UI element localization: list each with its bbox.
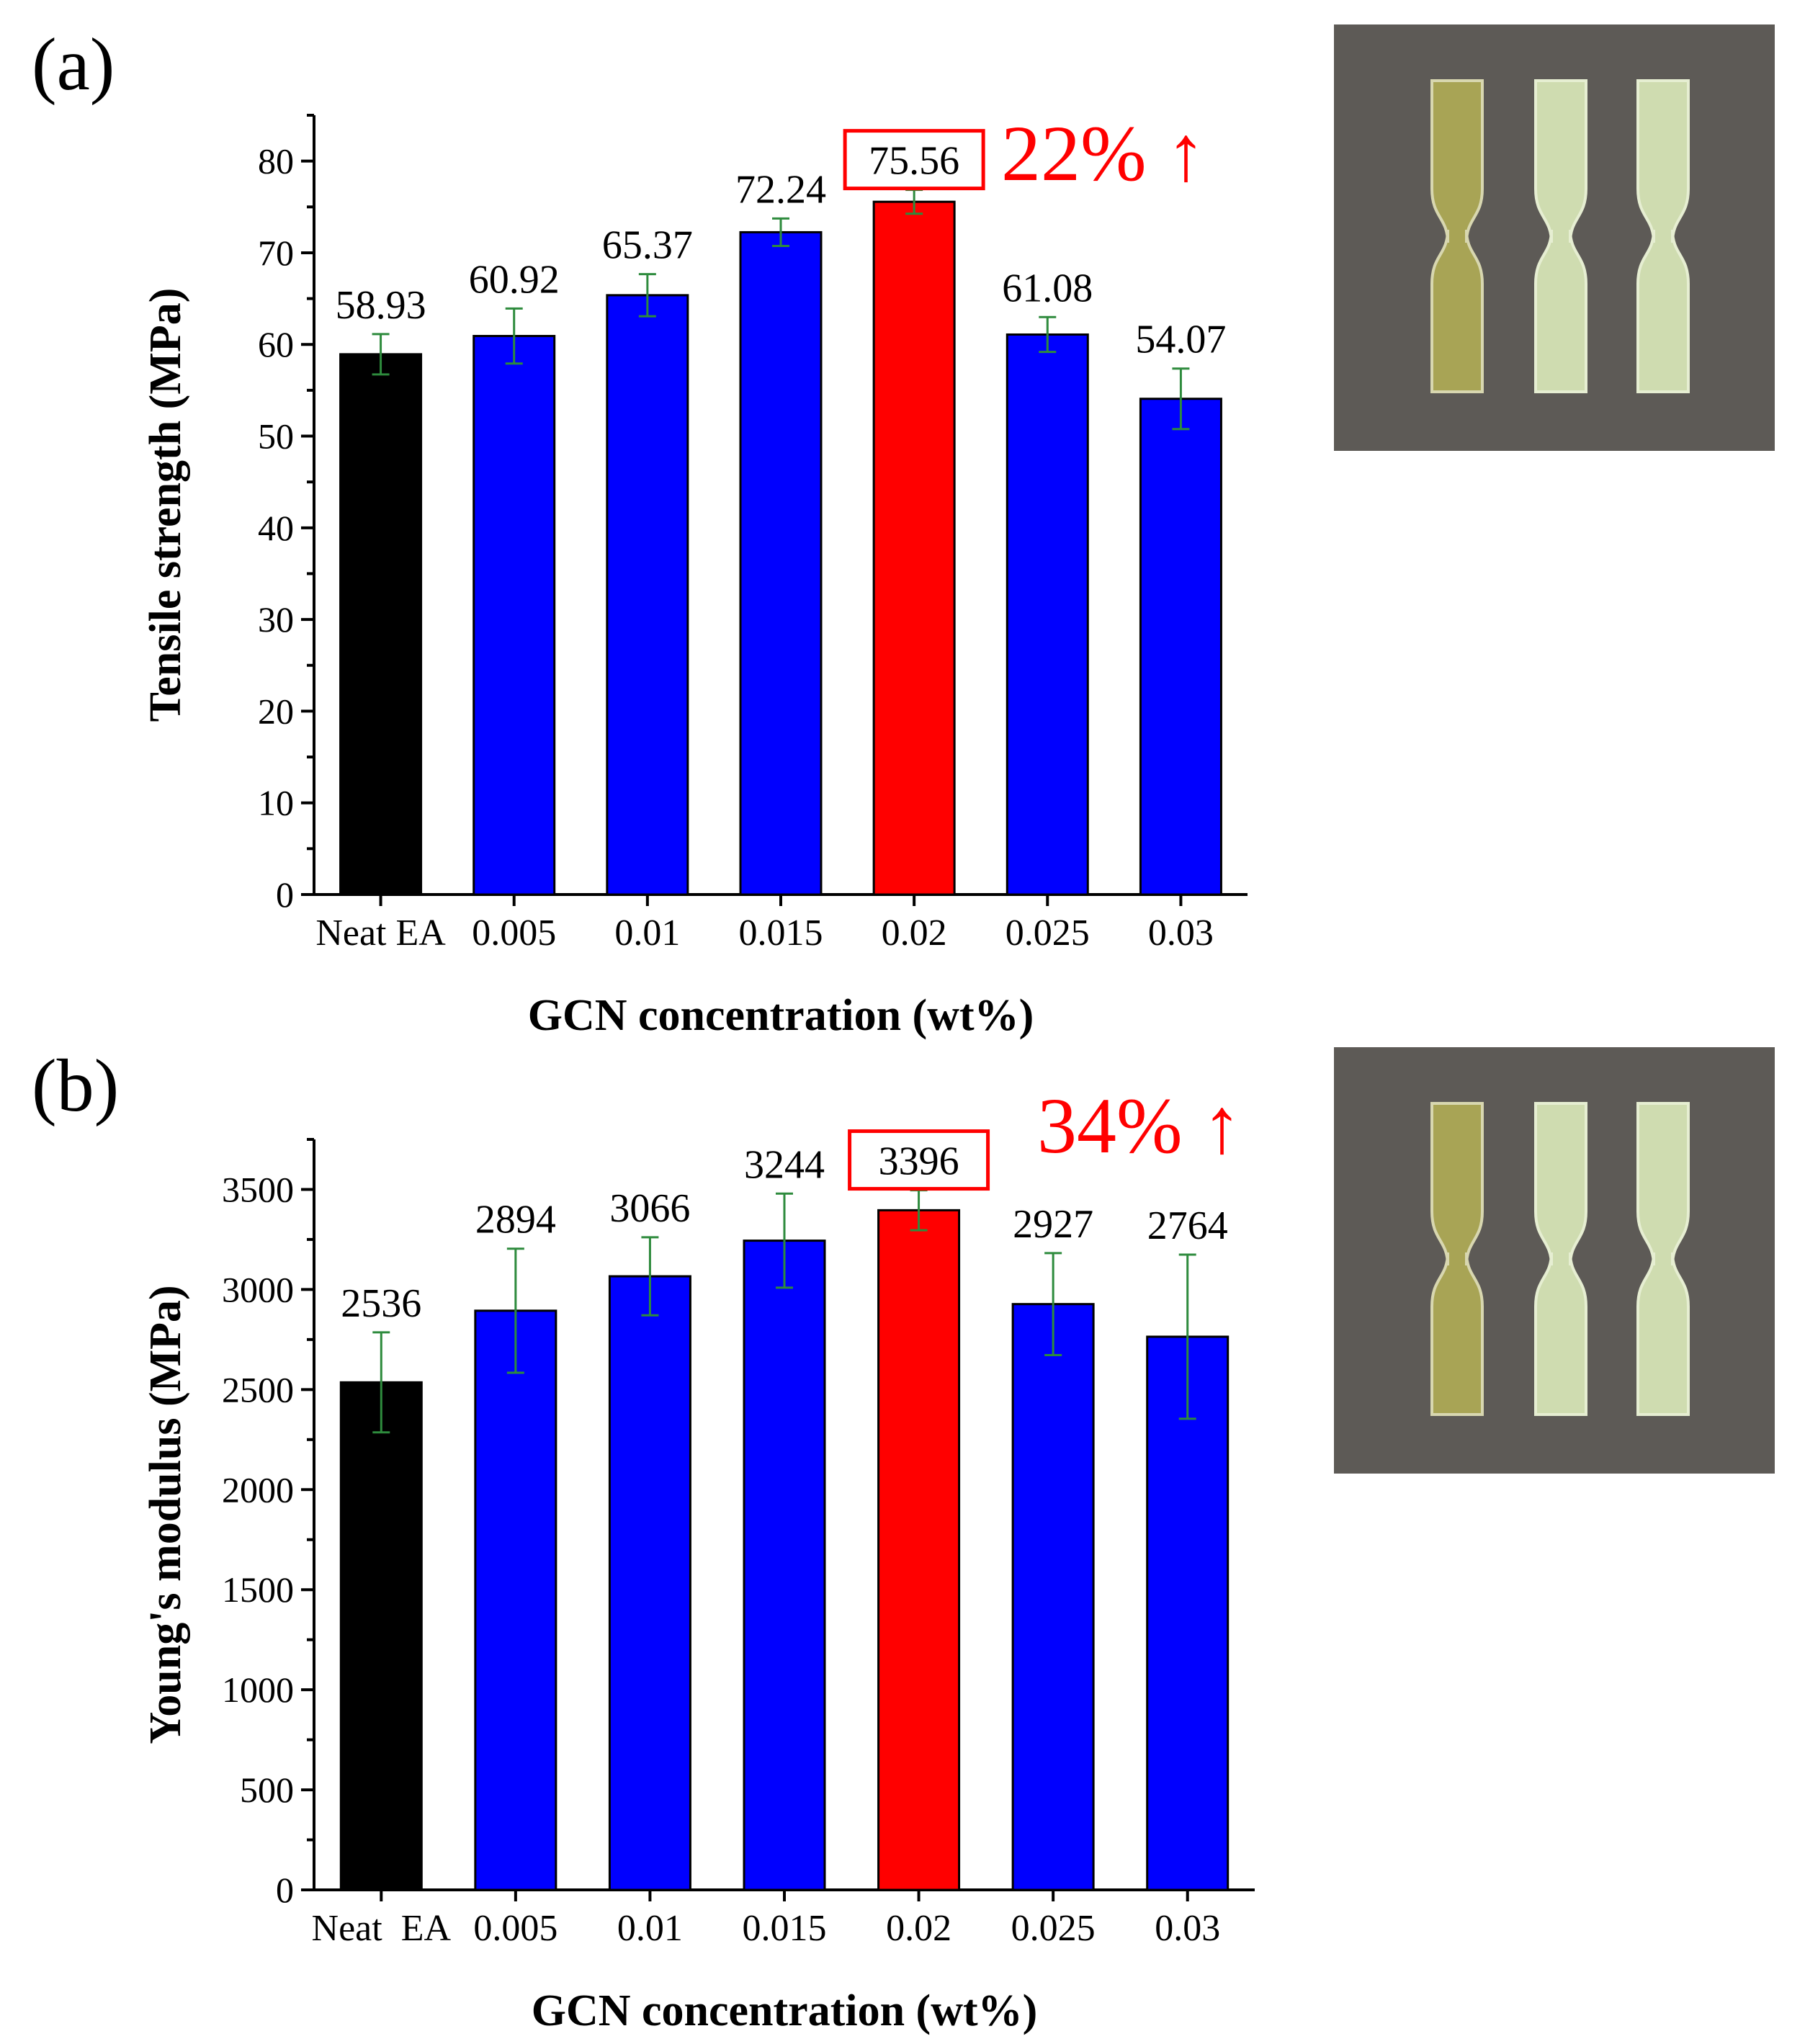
specimen-photo-a [1334,24,1775,451]
x-category-label: 0.02 [886,1908,951,1949]
highlight-box [848,1129,990,1191]
youngs-modulus-chart: 0 500 1000 1500 2000 2500 3000 3500 Neat EA 0.005… [141,1082,1255,2035]
data-label: 54.07 [1135,318,1226,362]
bar [872,200,956,896]
dogbone-specimen-3 [1636,79,1690,393]
x-category-label: 0.02 [882,913,947,954]
data-label: 72.24 [735,167,826,212]
x-axis-title: GCN concentration (wt%) [532,1986,1038,2035]
bar [339,1381,423,1891]
data-label: 3244 [744,1142,825,1187]
dogbone-specimen-2 [1534,79,1587,393]
y-tick-label: 2000 [222,1469,294,1510]
y-axis-title: Tensile strength (MPa) [141,288,190,722]
y-tick-label: 3000 [222,1269,294,1309]
y-tick-label: 10 [258,783,294,823]
x-category-label: 0.025 [1011,1908,1096,1949]
data-label: 65.37 [602,223,693,268]
x-category-label: 0.025 [1005,913,1090,954]
y-tick-label: 20 [258,691,294,731]
improvement-annotation: 22% ↑ [1001,109,1206,197]
bar [1146,1335,1230,1891]
y-tick-label: 30 [258,599,294,640]
tensile-strength-chart: 0 10 20 30 40 50 60 70 80 Neat EA 0.005 0.01 0.015 0.… [141,109,1248,1040]
y-tick-label: 0 [276,1870,294,1910]
bar [472,335,556,896]
dogbone-specimen-1 [1430,79,1484,393]
bar [877,1209,961,1891]
y-tick-label: 40 [258,508,294,548]
dogbone-specimen-3 [1636,1102,1690,1416]
data-label: 2927 [1013,1202,1093,1247]
data-label: 2894 [475,1198,556,1242]
bar [339,353,423,896]
bar [1139,398,1222,896]
y-tick-label: 0 [276,874,294,915]
data-label: 2764 [1147,1203,1228,1248]
y-tick-label: 1500 [222,1569,294,1610]
y-tick-label: 70 [258,233,294,273]
y-tick-label: 3500 [222,1169,294,1209]
highlight-box [843,129,985,191]
x-category-label: 0.005 [472,913,556,954]
bar [739,230,823,896]
x-category-label: 0.01 [614,913,680,954]
specimen-photo-b [1334,1047,1775,1474]
bar [608,1275,691,1891]
bar [743,1240,826,1891]
x-category-label: 0.015 [743,1908,827,1949]
y-tick-label: 50 [258,416,294,457]
dogbone-specimen-2 [1534,1102,1587,1416]
panel-b-label: (b) [32,1044,120,1127]
x-category-label: Neat EA [315,913,446,954]
y-axis-title: Young's modulus (MPa) [141,1285,190,1744]
bar [606,294,689,896]
data-label: 75.56 [869,139,959,184]
x-category-label: 0.01 [617,1908,683,1949]
y-tick-label: 60 [258,324,294,364]
data-label: 60.92 [469,257,560,302]
x-category-label: Neat EA [312,1908,452,1949]
data-label: 61.08 [1002,266,1093,310]
x-axis-title: GCN concentration (wt%) [528,991,1034,1040]
improvement-annotation: 34% ↑ [1037,1082,1242,1170]
y-tick-label: 80 [258,141,294,181]
panel-a-label: (a) [32,23,115,106]
bar [474,1309,557,1891]
y-tick-label: 500 [240,1770,294,1810]
data-label: 2536 [341,1281,421,1326]
x-category-label: 0.005 [473,1908,557,1949]
x-category-label: 0.03 [1148,913,1214,954]
y-tick-label: 2500 [222,1369,294,1409]
data-label: 58.93 [336,283,426,328]
bar [1011,1303,1095,1891]
y-tick-label: 1000 [222,1669,294,1710]
data-label: 3066 [609,1186,690,1231]
x-category-label: 0.03 [1155,1908,1220,1949]
data-label: 3396 [879,1139,959,1184]
dogbone-specimen-1 [1430,1102,1484,1416]
bar [1005,333,1089,896]
x-category-label: 0.015 [739,913,823,954]
